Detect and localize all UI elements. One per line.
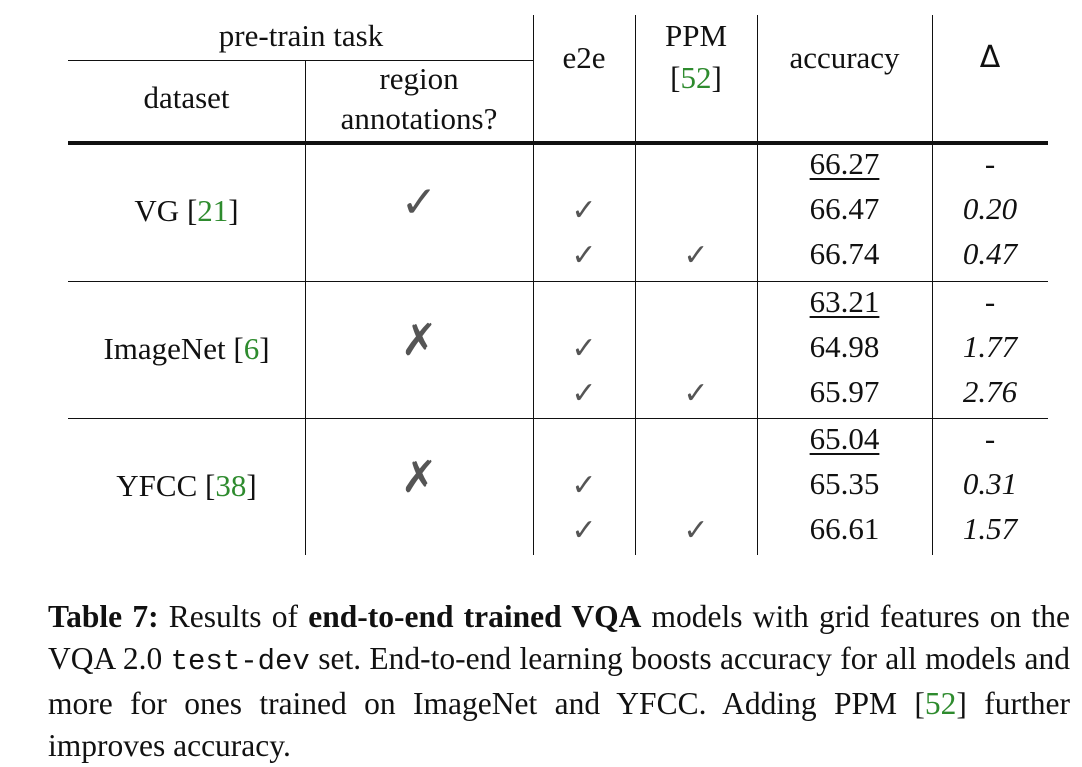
citation-link[interactable]: 38 — [215, 468, 247, 503]
citation-link[interactable]: 6 — [243, 331, 260, 366]
delta-value: 0.47 — [962, 236, 1018, 271]
caption-label: Table 7: — [48, 599, 159, 634]
vrule-e2e — [635, 15, 637, 555]
rule-header-bottom — [68, 141, 1048, 145]
e2e-check-icon: ✓ — [571, 238, 597, 273]
region-annotation-mark: ✗ — [400, 315, 438, 366]
caption-code: test-dev — [170, 645, 310, 678]
delta-value: 1.57 — [962, 511, 1018, 546]
accuracy-value: 65.04 — [809, 421, 880, 456]
header-ppm-ref: [52] — [670, 60, 722, 95]
citation-link[interactable]: 52 — [680, 60, 712, 95]
accuracy-value: 66.27 — [809, 146, 880, 181]
rule-subheader — [68, 60, 534, 62]
region-annotation-mark: ✗ — [400, 452, 438, 503]
delta-value: 2.76 — [962, 374, 1018, 409]
vrule-dataset — [305, 61, 307, 141]
header-e2e: e2e — [562, 40, 606, 75]
region-annotation-mark: ✓ — [400, 177, 438, 228]
header-region-line2: annotations? — [340, 101, 498, 136]
header-dataset: dataset — [143, 80, 230, 115]
vrule-accuracy — [932, 15, 934, 555]
accuracy-value: 66.47 — [809, 191, 880, 226]
accuracy-value: 65.35 — [809, 466, 880, 501]
accuracy-value: 65.97 — [809, 374, 880, 409]
accuracy-value: 64.98 — [809, 329, 880, 364]
dataset-label: ImageNet [6] — [103, 331, 270, 366]
delta-value: 0.20 — [962, 191, 1018, 226]
ppm-check-icon: ✓ — [683, 513, 709, 548]
delta-value: - — [984, 146, 996, 181]
e2e-check-icon: ✓ — [571, 513, 597, 548]
vrule-dataset-body — [305, 145, 307, 555]
accuracy-value: 63.21 — [809, 284, 880, 319]
ppm-check-icon: ✓ — [683, 238, 709, 273]
e2e-check-icon: ✓ — [571, 468, 597, 503]
accuracy-value: 66.61 — [809, 511, 880, 546]
header-ppm: PPM — [664, 18, 728, 53]
citation-link[interactable]: 21 — [197, 193, 229, 228]
header-pretrain-task: pre-train task — [218, 18, 384, 53]
header-delta: Δ — [979, 40, 1001, 75]
caption-bold: end-to-end trained VQA — [308, 599, 642, 634]
table-caption: Table 7: Results of end-to-end trained V… — [48, 599, 1070, 763]
e2e-check-icon: ✓ — [571, 193, 597, 228]
dataset-label: VG [21] — [134, 193, 239, 228]
header-region-line1: region — [379, 61, 459, 96]
e2e-check-icon: ✓ — [571, 331, 597, 366]
vrule-ppm — [757, 15, 759, 555]
accuracy-value: 66.74 — [809, 236, 880, 271]
rule-group-1 — [68, 281, 1048, 283]
ppm-check-icon: ✓ — [683, 376, 709, 411]
delta-value: - — [984, 284, 996, 319]
vrule-region — [533, 15, 535, 555]
caption-citation-link[interactable]: 52 — [924, 686, 957, 721]
dataset-label: YFCC [38] — [116, 468, 257, 503]
delta-value: 0.31 — [962, 466, 1018, 501]
rule-group-2 — [68, 418, 1048, 420]
delta-value: 1.77 — [962, 329, 1018, 364]
delta-value: - — [984, 421, 996, 456]
e2e-check-icon: ✓ — [571, 376, 597, 411]
header-accuracy: accuracy — [789, 40, 900, 75]
